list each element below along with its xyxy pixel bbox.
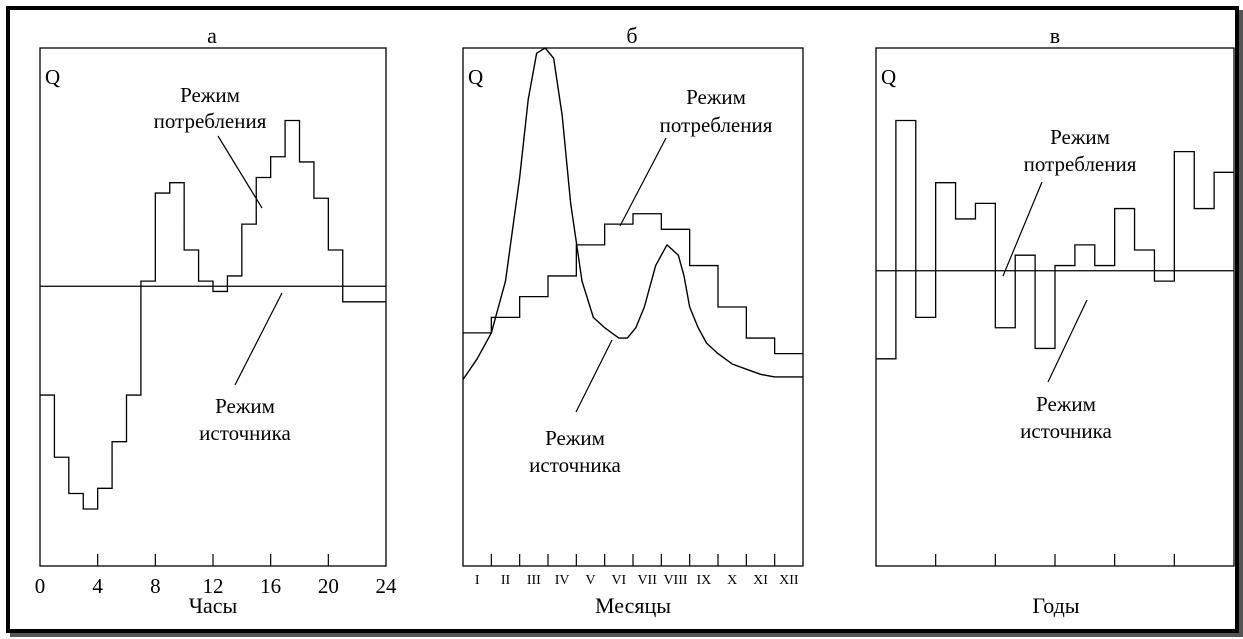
panel-letter-a: а [207, 23, 217, 48]
consumption-regime-steps-b [463, 213, 803, 355]
x-axis-label-a: Часы [189, 593, 238, 618]
leader-source-b [575, 339, 613, 413]
source-label-line1-c: Режим [1036, 392, 1096, 416]
panel-b: б Q Режим потребления Режим источника Ме… [462, 23, 804, 618]
source-regime-steps-c [876, 119, 1234, 360]
y-axis-label-c: Q [881, 65, 896, 89]
month-tick-label-b: I [475, 573, 480, 588]
month-tick-label-b: III [527, 573, 541, 588]
source-label-line1-b: Режим [545, 426, 605, 450]
leader-consumption-b [619, 137, 667, 227]
source-label-line1-a: Режим [215, 394, 275, 418]
x-axis-label-b: Месяцы [595, 593, 671, 618]
x-tick-label-a: 24 [376, 574, 398, 598]
leader-source-c [1047, 299, 1088, 383]
leader-consumption-a [217, 135, 263, 209]
source-regime-curve-b [462, 47, 803, 380]
x-axis-label-c: Годы [1032, 593, 1079, 618]
x-tick-label-a: 8 [150, 574, 161, 598]
month-tick-label-b: II [501, 573, 511, 588]
source-label-line2-b: источника [529, 453, 621, 477]
source-label-line2-a: источника [199, 421, 291, 445]
figure-frame [6, 6, 1239, 633]
leader-source-a [234, 292, 283, 386]
consumption-label-line1-b: Режим [686, 85, 746, 109]
consumption-label-line1-c: Режим [1050, 125, 1110, 149]
source-label-line2-c: источника [1020, 419, 1112, 443]
x-tick-label-a: 0 [35, 574, 46, 598]
month-tick-label-b: XII [779, 573, 799, 588]
y-axis-label-a: Q [45, 65, 60, 89]
panel-letter-c: в [1050, 23, 1060, 48]
leader-consumption-c [1002, 181, 1043, 277]
panel-a: а Q Режим потребления Режим источника Ча… [35, 23, 397, 618]
month-tick-label-b: X [727, 573, 737, 588]
consumption-label-line2-a: потребления [154, 109, 267, 133]
month-tick-label-b: IX [696, 573, 711, 588]
panel-letter-b: б [626, 23, 637, 48]
panel-c: в Q Режим потребления Режим источника Го… [875, 23, 1235, 618]
consumption-regime-steps-a [40, 119, 386, 510]
y-axis-label-b: Q [468, 65, 483, 89]
month-tick-label-b: VI [611, 573, 626, 588]
x-tick-label-a: 16 [260, 574, 281, 598]
month-tick-label-b: XI [753, 573, 768, 588]
x-tick-label-a: 20 [318, 574, 339, 598]
month-tick-label-b: VIII [663, 573, 687, 588]
month-tick-label-b: VII [637, 573, 657, 588]
consumption-label-line2-c: потребления [1024, 152, 1137, 176]
consumption-label-line2-b: потребления [660, 113, 773, 137]
month-tick-label-b: V [585, 573, 595, 588]
month-tick-label-b: IV [555, 573, 570, 588]
consumption-label-line1-a: Режим [180, 83, 240, 107]
x-tick-label-a: 12 [203, 574, 224, 598]
x-tick-label-a: 4 [92, 574, 103, 598]
